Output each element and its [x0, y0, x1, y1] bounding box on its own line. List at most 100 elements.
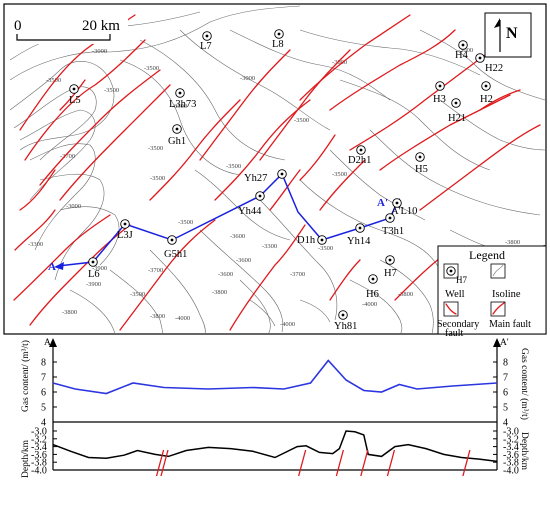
svg-text:H2: H2: [480, 94, 493, 105]
svg-text:H7: H7: [384, 268, 397, 279]
well-marker: H22: [475, 53, 503, 74]
tick-label: -3.8: [503, 458, 519, 469]
tick-label: -3.2: [503, 434, 519, 445]
chart-start-label: A: [44, 338, 51, 348]
well-marker: Yh44: [238, 191, 265, 217]
well-marker: H3: [433, 81, 446, 105]
isoline-label: -3300: [28, 241, 43, 248]
isoline-label: -4000: [362, 301, 377, 308]
isoline-label: -3600: [230, 233, 245, 240]
wells: L7 L8 H4 H22 L5 L3h73 H3 H2 H21 Gh1 D2h1…: [69, 29, 503, 332]
tick-label: -3.8: [31, 458, 47, 469]
tick-label: 8: [503, 358, 508, 369]
well-marker: H5: [415, 152, 428, 175]
isoline-label: -3700: [148, 267, 163, 274]
section-fault: [160, 449, 169, 477]
isoline-label: -3500: [332, 171, 347, 178]
svg-text:H21: H21: [448, 113, 466, 124]
isoline-label: -3500: [150, 175, 165, 182]
well-marker: L8: [272, 29, 284, 50]
left-gas-label: Gas content/ (m³/t): [20, 340, 31, 412]
well-marker: G5h1: [164, 235, 187, 260]
section-fault: [335, 449, 345, 477]
well-marker: H21: [448, 98, 466, 124]
isoline-label: -3000: [332, 59, 347, 66]
tick-label: 7: [503, 373, 508, 384]
legend-isoline-label: Isoline: [492, 289, 521, 300]
tick-label: 4: [503, 418, 508, 429]
isoline-label: -3500: [318, 245, 333, 252]
legend-well-label: Well: [445, 289, 465, 300]
svg-text:L8: L8: [272, 39, 284, 50]
svg-text:Yh27: Yh27: [244, 173, 267, 184]
well-marker: H2: [480, 81, 493, 105]
gas-ticks: 4 4 5 5 6 6 7 7 8 8: [41, 358, 508, 429]
section-faults: [155, 449, 471, 477]
well-marker: Yh14: [347, 223, 371, 247]
tick-label: -3.6: [503, 450, 519, 461]
section-fault: [386, 449, 396, 477]
svg-text:H3: H3: [433, 94, 446, 105]
isoline-label: -3800: [398, 291, 413, 298]
isolines: [9, 5, 546, 335]
right-depth-label: Depth/km: [519, 432, 529, 471]
svg-text:T3h1: T3h1: [382, 226, 404, 237]
isoline-label: -3800: [505, 239, 520, 246]
depth-series: [52, 430, 498, 463]
legend-secondary-fault-label-2: fault: [445, 328, 464, 339]
svg-text:Yh14: Yh14: [347, 236, 371, 247]
well-marker: Yh27: [244, 169, 287, 184]
svg-text:L3h73: L3h73: [169, 99, 196, 110]
well-marker: Yh81: [334, 310, 357, 332]
well-marker: A'L10: [391, 198, 417, 217]
faults: [13, 14, 541, 331]
well-marker: L6: [88, 257, 100, 280]
isoline-labels: -3000 -3000 -3000 -3500 -3500 -3500 -300…: [28, 47, 520, 328]
isoline-label: -3500: [172, 103, 187, 110]
tick-label: 4: [41, 418, 46, 429]
svg-text:H4: H4: [455, 50, 469, 61]
svg-text:A'L10: A'L10: [391, 206, 417, 217]
tick-label: 6: [41, 388, 46, 399]
scale-text: 20 km: [82, 18, 120, 34]
well-marker: L3J: [117, 219, 133, 241]
section-charts: A A' Gas content/ (m³/t) Gas content/ (m…: [20, 338, 530, 478]
north-arrow: N: [484, 12, 532, 58]
tick-label: -3.4: [31, 442, 47, 453]
isoline-label: -3900: [86, 281, 101, 288]
gas-content-line: [52, 359, 498, 395]
isoline-label: -3500: [144, 65, 159, 72]
legend-title: Legend: [469, 248, 505, 262]
tick-label: -4.0: [503, 466, 519, 477]
tick-label: -3.0: [503, 427, 519, 438]
legend-secondary-fault-label: Secondary: [437, 319, 479, 330]
svg-text:Yh44: Yh44: [238, 206, 262, 217]
section-fault: [155, 449, 165, 477]
isoline-label: -3500: [226, 163, 241, 170]
well-marker: D2h1: [348, 145, 371, 166]
svg-text:G5h1: G5h1: [164, 249, 187, 260]
legend-main-fault-label: Main fault: [489, 319, 531, 330]
isoline-label: -3000: [458, 47, 473, 54]
isoline-label: -3000: [66, 203, 81, 210]
isoline-label: -4000: [280, 321, 295, 328]
isoline-label: -3300: [262, 243, 277, 250]
depth-line: [52, 430, 498, 463]
north-label: N: [506, 25, 518, 42]
tick-label: -4.0: [31, 466, 47, 477]
isoline-label: -3500: [294, 117, 309, 124]
section-fault: [360, 449, 369, 477]
isoline-label: -3800: [212, 289, 227, 296]
well-marker: L5: [69, 84, 81, 106]
well-marker: H4: [455, 40, 469, 61]
map-panel: -3000 -3000 -3000 -3500 -3500 -3500 -300…: [3, 3, 547, 339]
tick-label: 7: [41, 373, 46, 384]
tick-label: 6: [503, 388, 508, 399]
isoline-label: -3900: [92, 265, 107, 272]
section-end-label: A': [377, 197, 388, 209]
well-marker: T3h1: [382, 213, 404, 237]
scale-bar: 0 20 km: [8, 8, 128, 44]
section-fault: [462, 449, 471, 477]
legend: Legend H7 Well Isoline Secondary fault M…: [437, 245, 547, 339]
left-depth-label: Depth/km: [21, 439, 31, 478]
